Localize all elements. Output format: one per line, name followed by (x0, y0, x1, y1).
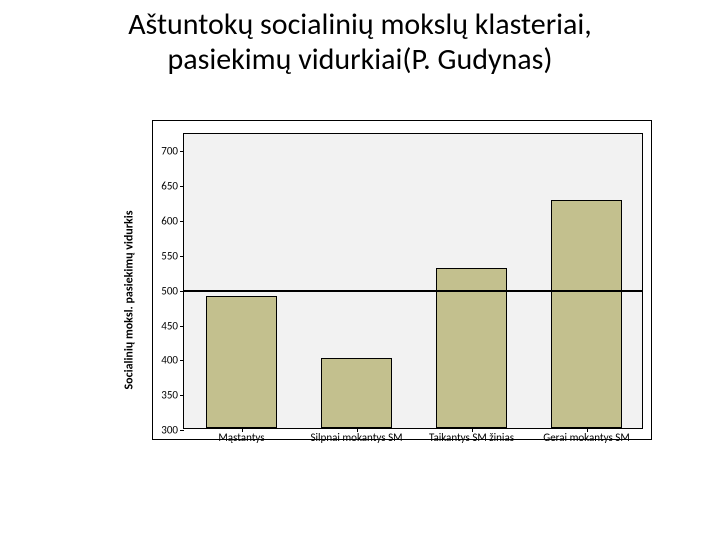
title-line-1: Aštuntokų socialinių mokslų klasteriai, (0, 8, 720, 43)
ytick-mark (180, 326, 184, 327)
chart-container: Socialinių moksl. pasiekimų vidurkis 300… (60, 110, 660, 490)
plot-inner: 300350400450500550600650700MąstantysSilp… (183, 133, 643, 429)
reference-line (184, 290, 642, 292)
bar (321, 358, 392, 428)
bar (436, 268, 507, 428)
plot-outer: 300350400450500550600650700MąstantysSilp… (152, 120, 652, 440)
bar (206, 296, 277, 428)
x-category-label: Silpnai mokantys SM (299, 428, 414, 444)
ytick-mark (180, 395, 184, 396)
slide-title: Aštuntokų socialinių mokslų klasteriai, … (0, 8, 720, 77)
ytick-mark (180, 151, 184, 152)
ytick-mark (180, 256, 184, 257)
ytick-mark (180, 186, 184, 187)
title-line-2: pasiekimų vidurkiai(P. Gudynas) (0, 43, 720, 78)
x-category-label: Taikantys SM žinias (414, 428, 529, 444)
x-category-label: Gerai mokantys SM (529, 428, 644, 444)
ytick-mark (180, 221, 184, 222)
y-axis-label: Socialinių moksl. pasiekimų vidurkis (123, 211, 137, 390)
x-category-label: Mąstantys (184, 428, 299, 444)
bar (551, 200, 622, 428)
ytick-mark (180, 360, 184, 361)
